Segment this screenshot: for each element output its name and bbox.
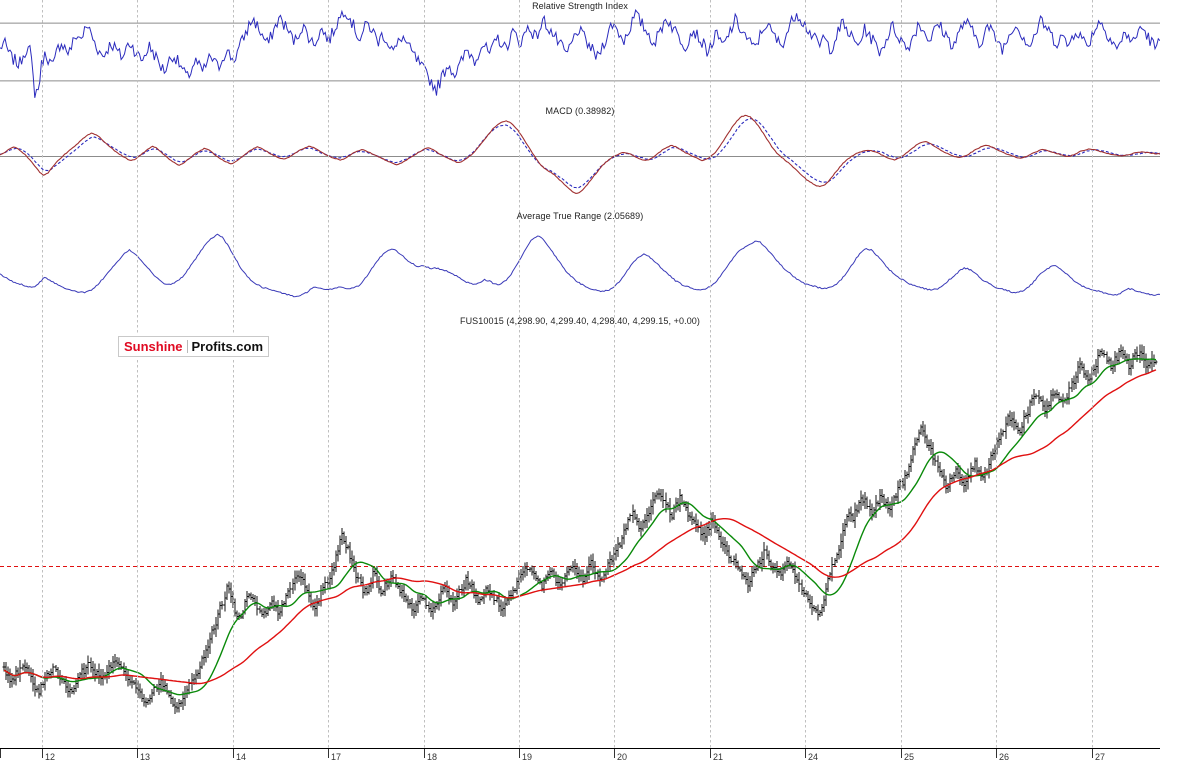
logo-profits-text: Profits.com <box>191 339 264 354</box>
gridline-26 <box>996 0 997 748</box>
x-axis-label-25: 25 <box>904 752 915 762</box>
gridline-19 <box>519 0 520 748</box>
x-axis-label-18: 18 <box>427 752 438 762</box>
gridline-20 <box>614 0 615 748</box>
gridline-17 <box>328 0 329 748</box>
gridline-24 <box>805 0 806 748</box>
x-axis-tick <box>424 749 425 758</box>
x-axis-tick <box>996 749 997 758</box>
panel-title-macd: MACD (0.38982) <box>545 106 615 116</box>
gridline-27 <box>1092 0 1093 748</box>
x-axis-tick <box>1092 749 1093 758</box>
x-axis-tick <box>328 749 329 758</box>
x-axis-tick <box>901 749 902 758</box>
x-axis-label-12: 12 <box>45 752 56 762</box>
gridline-12 <box>42 0 43 748</box>
x-axis-tick <box>805 749 806 758</box>
x-axis-label-13: 13 <box>140 752 151 762</box>
x-axis-label-26: 26 <box>999 752 1010 762</box>
panel-title-price: FUS10015 (4,298.90, 4,299.40, 4,298.40, … <box>459 316 701 326</box>
x-axis-label-27: 27 <box>1095 752 1106 762</box>
plot-atr <box>0 210 1160 313</box>
x-axis-label-24: 24 <box>808 752 819 762</box>
gridline-21 <box>710 0 711 748</box>
x-axis-tick <box>710 749 711 758</box>
x-axis-tick <box>42 749 43 758</box>
gridline-14 <box>233 0 234 748</box>
x-axis-label-21: 21 <box>713 752 724 762</box>
plot-price <box>0 315 1160 748</box>
panel-title-rsi: Relative Strength Index <box>532 1 628 11</box>
x-axis-tick <box>233 749 234 758</box>
plot-macd <box>0 105 1160 208</box>
x-axis-label-19: 19 <box>522 752 533 762</box>
panel-title-atr: Average True Range (2.05689) <box>516 211 644 221</box>
sunshine-profits-logo: Sunshine Profits.com <box>118 336 270 357</box>
plot-rsi <box>0 0 1160 103</box>
x-axis: 12 13 14 17 18 19 20 21 24 25 26 27 <box>0 748 1160 767</box>
x-axis-tick <box>0 749 1 758</box>
gridline-13 <box>137 0 138 748</box>
x-axis-label-14: 14 <box>236 752 247 762</box>
x-axis-label-20: 20 <box>617 752 628 762</box>
gridline-25 <box>901 0 902 748</box>
x-axis-tick <box>614 749 615 758</box>
x-axis-tick <box>519 749 520 758</box>
gridline-18 <box>424 0 425 748</box>
logo-sunshine-text: Sunshine <box>124 339 183 354</box>
logo-divider <box>186 340 188 353</box>
x-axis-tick <box>137 749 138 758</box>
x-axis-label-17: 17 <box>331 752 342 762</box>
